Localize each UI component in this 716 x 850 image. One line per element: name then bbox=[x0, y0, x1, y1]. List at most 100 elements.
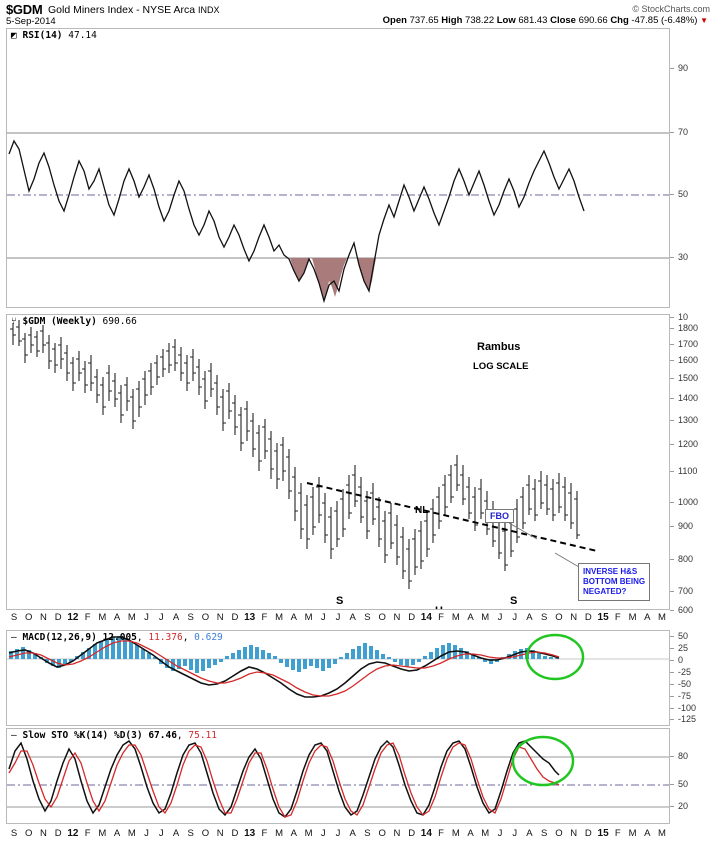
x-axis-tick-M: M bbox=[127, 828, 136, 839]
x-axis-tick-S: S bbox=[10, 612, 18, 623]
x-axis-tick-J: J bbox=[497, 828, 503, 839]
x-axis-tick-A: A bbox=[349, 828, 356, 839]
x-axis-tick-J: J bbox=[158, 612, 164, 623]
x-axis-tick-D: D bbox=[408, 612, 416, 623]
symbol-ticker: $GDM bbox=[6, 2, 43, 17]
x-axis-tick-S: S bbox=[187, 612, 194, 623]
rsi-tick-mark bbox=[670, 68, 674, 69]
x-axis-tick-F: F bbox=[84, 612, 91, 623]
price-tick-label: 1800 bbox=[678, 323, 699, 333]
sto-tick-label: 80 bbox=[678, 751, 689, 761]
price-tick-mark bbox=[670, 502, 674, 503]
price-tick-mark bbox=[670, 559, 674, 560]
sto-value-2: 75.11 bbox=[188, 730, 217, 741]
x-axis-tick-J: J bbox=[512, 828, 518, 839]
sto-tick-mark bbox=[670, 806, 674, 807]
rsi-tick-label: 50 bbox=[678, 189, 689, 199]
x-axis-tick-N: N bbox=[393, 828, 401, 839]
rsi-tick-mark bbox=[670, 132, 674, 133]
x-axis-tick-J: J bbox=[144, 828, 149, 839]
macd-highlight-circle bbox=[525, 633, 585, 681]
rsi-tick-mark bbox=[670, 257, 674, 258]
change-value: -47.85 (-6.48%) bbox=[631, 15, 698, 26]
sto-y-axis: 80 50 20 bbox=[670, 728, 714, 824]
x-axis-tick-D: D bbox=[408, 828, 416, 839]
rsi-line bbox=[8, 139, 585, 304]
x-axis-tick-N: N bbox=[40, 612, 47, 623]
ohlc-quote-bar: Open 737.65 High 738.22 Low 681.43 Close… bbox=[383, 15, 708, 26]
close-label: Close bbox=[550, 15, 576, 26]
macd-tick-label: -75 bbox=[678, 691, 692, 701]
x-axis-tick-M: M bbox=[451, 828, 460, 839]
macd-tick-mark bbox=[670, 660, 674, 661]
x-axis-labels: S O N D 12 F M A M J J A S O N D 13 F M A M J J A S O N D 14 F M A M J J A S… bbox=[6, 612, 670, 626]
x-axis-tick-S: S bbox=[364, 612, 371, 623]
x-axis-tick-A: A bbox=[644, 828, 651, 839]
macd-line-icon: — bbox=[11, 632, 17, 643]
sto-label-name: Slow STO %K(14) %D(3) bbox=[22, 730, 143, 741]
x-axis-labels-bottom: S O N D 12 F M A M J J A S O N D 13 F M A M J J A S O N D 14 F M A M J J A S… bbox=[6, 828, 670, 842]
x-axis-tick-M: M bbox=[451, 612, 460, 623]
macd-svg bbox=[7, 633, 669, 698]
rsi-panel: ◩ RSI(14) 47.14 bbox=[6, 28, 670, 308]
rsi-tick-mark bbox=[670, 317, 674, 318]
open-label: Open bbox=[382, 15, 407, 26]
x-axis-tick-J: J bbox=[512, 612, 518, 623]
x-axis-tick-O: O bbox=[378, 828, 386, 839]
price-tick-label: 1700 bbox=[678, 339, 699, 349]
x-axis-tick-D: D bbox=[584, 828, 592, 839]
sto-indicator-label: — Slow STO %K(14) %D(3) 67.46, 75.11 bbox=[11, 730, 217, 741]
x-axis-tick-M: M bbox=[275, 828, 284, 839]
x-axis-tick-12: 12 bbox=[67, 612, 79, 623]
price-tick-mark bbox=[670, 328, 674, 329]
low-value: 681.43 bbox=[518, 15, 548, 26]
rsi-plot: ◩ RSI(14) 47.14 bbox=[7, 29, 669, 307]
price-tick-label: 1500 bbox=[678, 373, 699, 383]
x-axis-tick-A: A bbox=[290, 828, 297, 839]
rsi-y-axis: 90 70 50 30 10 bbox=[670, 28, 714, 322]
price-tick-label: 1200 bbox=[678, 439, 699, 449]
price-tick-mark bbox=[670, 398, 674, 399]
high-value: 738.22 bbox=[465, 15, 495, 26]
price-tick-mark bbox=[670, 444, 674, 445]
price-plot: ⑂ $GDM (Weekly) 690.66 Rambus LOG SCALE … bbox=[7, 315, 669, 609]
x-axis-tick-M: M bbox=[658, 828, 666, 839]
x-axis-tick-13: 13 bbox=[244, 828, 256, 839]
callout-line-1: INVERSE H&S bbox=[583, 567, 638, 576]
x-axis-tick-S: S bbox=[10, 828, 18, 839]
x-axis-tick-S: S bbox=[364, 828, 371, 839]
macd-tick-mark bbox=[670, 708, 674, 709]
macd-panel: — MACD(12,26,9) 12.005, 11.376, 0.629 bbox=[6, 630, 670, 726]
annotation-neckline-label: NL bbox=[415, 505, 429, 516]
x-axis-tick-N: N bbox=[393, 612, 401, 623]
x-axis-tick-12: 12 bbox=[67, 828, 79, 839]
caret-down-icon[interactable]: ▼ bbox=[700, 16, 708, 25]
macd-tick-label: -50 bbox=[678, 679, 692, 689]
macd-value-3: 0.629 bbox=[194, 632, 223, 643]
macd-value-2: 11.376 bbox=[148, 632, 183, 643]
source-watermark: © StockCharts.com bbox=[632, 4, 710, 14]
x-axis-tick-O: O bbox=[378, 612, 386, 623]
macd-value-1: 12.005 bbox=[102, 632, 137, 643]
price-y-axis: 1800 1700 1600 1500 1400 1300 1200 1100 1000 900 8… bbox=[670, 314, 714, 615]
x-axis-tick-A: A bbox=[467, 612, 474, 623]
symbol-description: Gold Miners Index - NYSE Arca INDX bbox=[48, 4, 220, 16]
price-panel: ⑂ $GDM (Weekly) 690.66 Rambus LOG SCALE … bbox=[6, 314, 670, 610]
x-axis-tick-A: A bbox=[467, 828, 474, 839]
x-axis-tick-14: 14 bbox=[420, 828, 432, 839]
price-tick-label: 900 bbox=[678, 521, 694, 531]
macd-tick-label: 50 bbox=[678, 631, 689, 641]
rsi-tick-label: 30 bbox=[678, 252, 689, 262]
x-axis-tick-M: M bbox=[304, 828, 313, 839]
macd-histogram bbox=[9, 636, 559, 673]
price-tick-mark bbox=[670, 610, 674, 611]
rsi-sparkline-icon: ◩ bbox=[11, 30, 17, 41]
x-axis-tick-S: S bbox=[187, 828, 194, 839]
x-axis-tick-J: J bbox=[497, 612, 503, 623]
macd-label-name: MACD(12,26,9) bbox=[22, 632, 97, 643]
x-axis-tick-O: O bbox=[201, 612, 210, 623]
x-axis-tick-J: J bbox=[158, 828, 164, 839]
close-value: 690.66 bbox=[578, 15, 608, 26]
macd-tick-label: 0 bbox=[678, 655, 684, 665]
price-label-name: $GDM (Weekly) bbox=[22, 316, 97, 327]
